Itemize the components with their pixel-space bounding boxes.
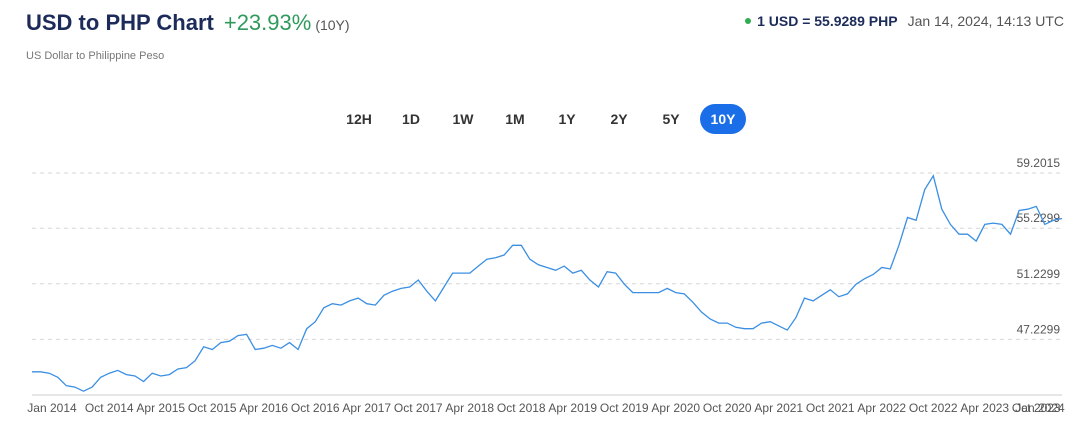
- range-button[interactable]: 1M: [505, 111, 525, 127]
- x-tick-label: Oct 2023: [1012, 401, 1061, 415]
- x-tick-label: Oct 2016: [291, 401, 340, 415]
- x-tick-label: Oct 2018: [497, 401, 546, 415]
- x-tick-label: Apr 2017: [342, 401, 391, 415]
- x-tick-label: Apr 2023: [960, 401, 1009, 415]
- x-tick-label: Oct 2021: [806, 401, 855, 415]
- range-button[interactable]: 1W: [452, 111, 474, 127]
- live-dot: [745, 18, 752, 24]
- y-tick-label: 51.2299: [1017, 267, 1061, 281]
- x-tick-label: Apr 2021: [754, 401, 803, 415]
- range-button[interactable]: 2Y: [610, 111, 628, 127]
- range-button[interactable]: 10Y: [700, 104, 746, 134]
- x-tick-label: Apr 2015: [136, 401, 185, 415]
- y-tick-label: 55.2299: [1017, 211, 1061, 225]
- x-tick-label: Oct 2020: [703, 401, 752, 415]
- x-tick-label: Oct 2017: [394, 401, 443, 415]
- x-tick-label: Apr 2022: [857, 401, 906, 415]
- range-button[interactable]: 12H: [346, 111, 372, 127]
- header: USD to PHP Chart +23.93% (10Y): [26, 10, 350, 36]
- range-button[interactable]: 1Y: [558, 111, 576, 127]
- x-tick-label: Apr 2018: [445, 401, 494, 415]
- price-line: [32, 174, 1063, 392]
- x-tick-label: Oct 2015: [188, 401, 237, 415]
- y-tick-label: 59.2015: [1017, 156, 1061, 170]
- x-tick-label: Oct 2019: [600, 401, 649, 415]
- timestamp: Jan 14, 2024, 14:13 UTC: [907, 13, 1064, 29]
- x-tick-label: Oct 2022: [909, 401, 958, 415]
- x-tick-label: Apr 2016: [239, 401, 288, 415]
- period: (10Y): [315, 17, 350, 33]
- x-tick-label: Jan 2024: [1015, 401, 1065, 415]
- x-tick-label: Oct 2014: [85, 401, 134, 415]
- change: +23.93%: [223, 10, 312, 35]
- range-button[interactable]: 5Y: [662, 111, 680, 127]
- x-tick-label: Jan 2014: [27, 401, 77, 415]
- x-tick-label: Apr 2019: [548, 401, 597, 415]
- rate-info: 1 USD = 55.9289 PHP Jan 14, 2024, 14:13 …: [745, 13, 1064, 29]
- range-buttons: 12H 1D 1W 1M 1Y 2Y 5Y 10Y: [336, 104, 746, 134]
- subtitle: US Dollar to Philippine Peso: [26, 50, 165, 62]
- x-tick-label: Apr 2020: [651, 401, 700, 415]
- range-button[interactable]: 1D: [402, 111, 420, 127]
- rate: 1 USD = 55.9289 PHP: [757, 13, 898, 29]
- y-tick-label: 47.2299: [1017, 322, 1061, 336]
- title: USD to PHP Chart: [26, 10, 214, 35]
